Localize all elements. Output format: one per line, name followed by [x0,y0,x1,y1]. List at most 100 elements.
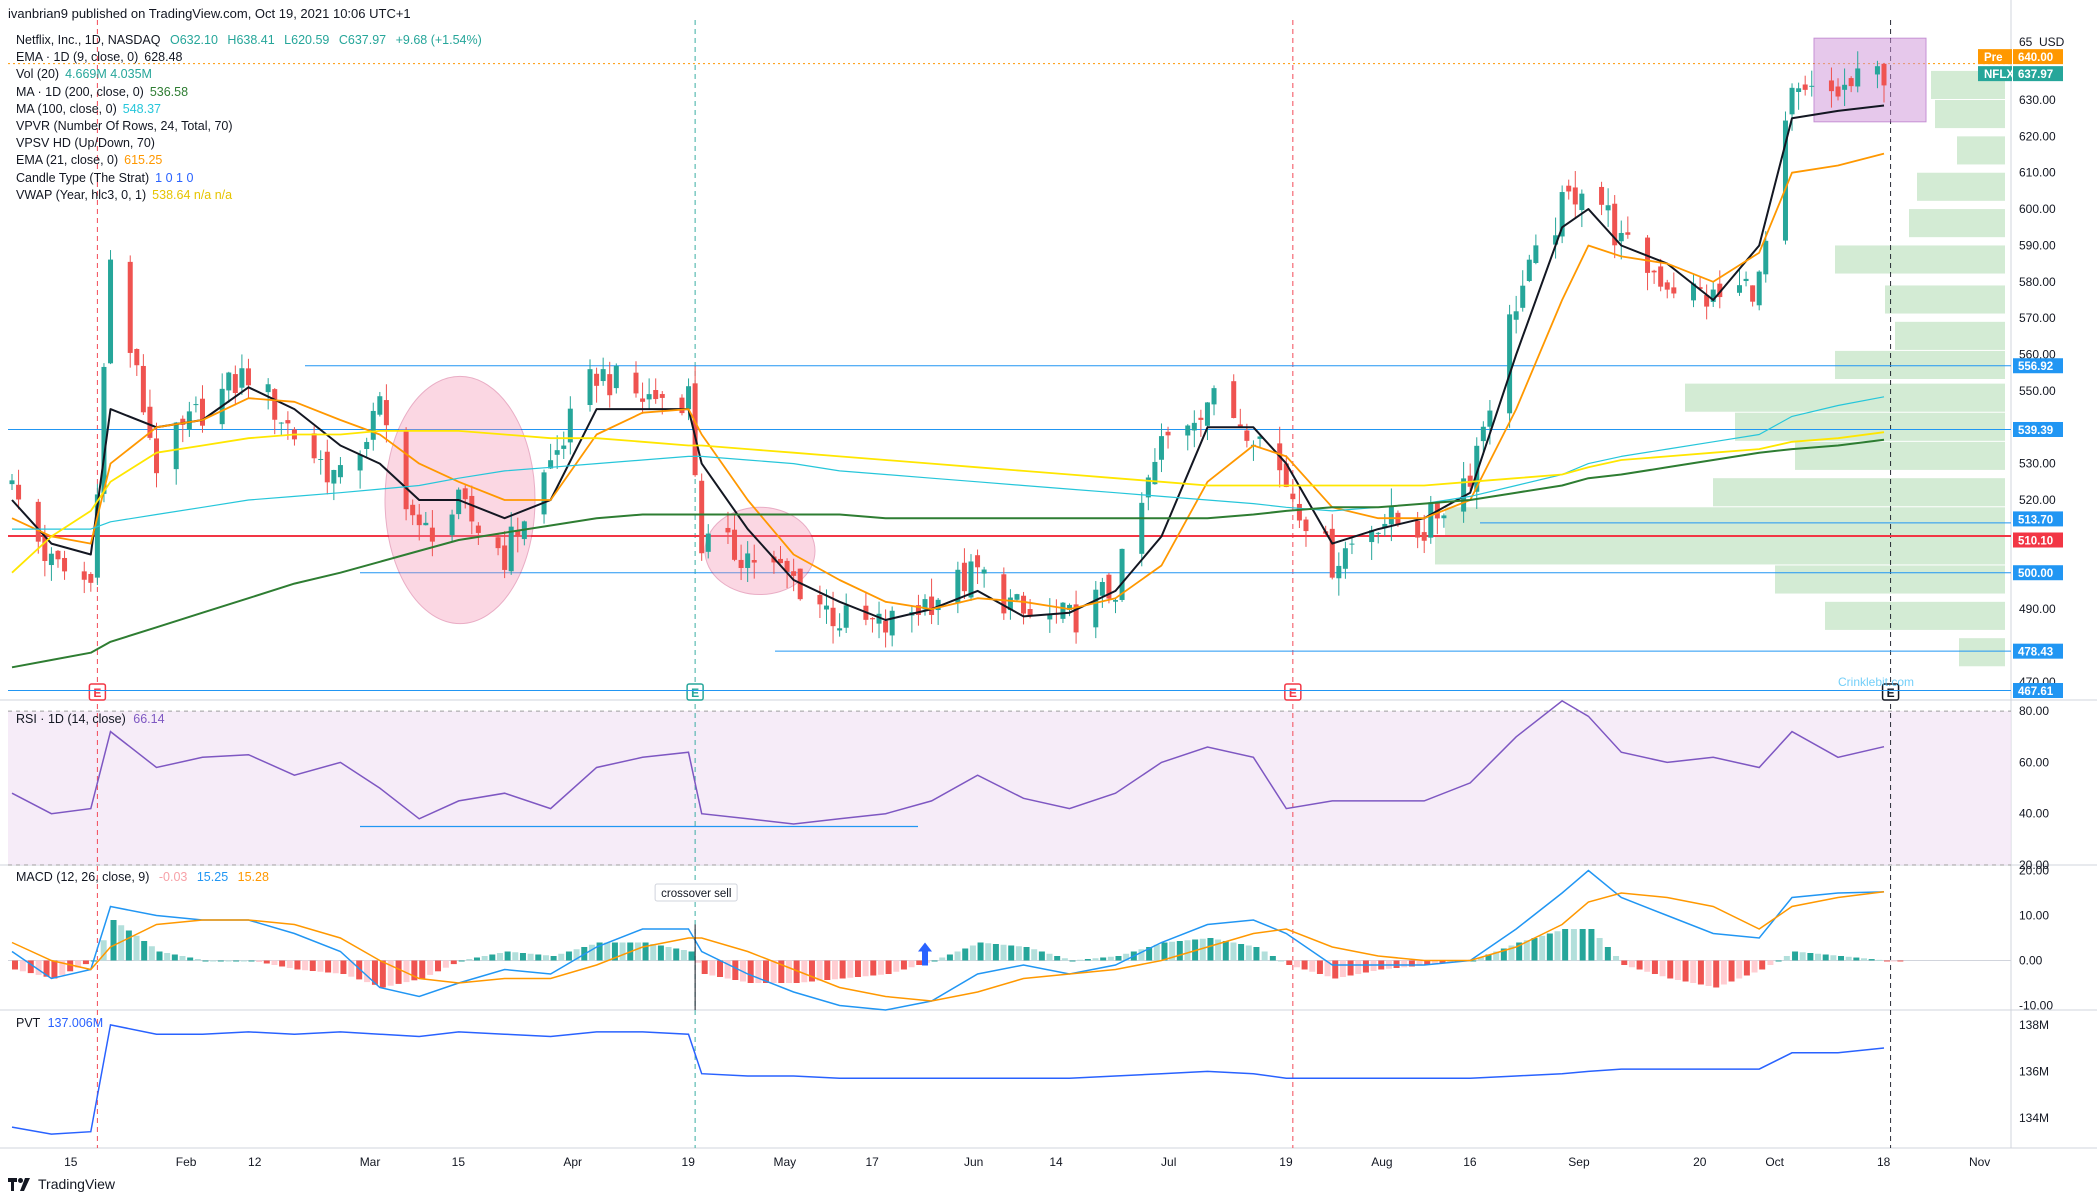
macd-histogram-bar [1153,944,1160,961]
macd-histogram-bar [100,940,107,961]
macd-histogram-bar [348,960,355,977]
earnings-marker-label: E [93,686,101,700]
tradingview-footer[interactable]: TradingView [8,1176,115,1192]
candle-body [1099,581,1105,596]
macd-histogram-bar [194,959,201,961]
macd-histogram-bar [939,957,946,961]
indicator-legend-row[interactable]: EMA (21, close, 0) 615.25 [16,152,482,169]
candle-body [1388,505,1394,525]
indicator-legend-row[interactable]: MA · 1D (200, close, 0) 536.58 [16,84,482,101]
x-tick-label: Nov [1969,1155,1990,1169]
macd-histogram-bar [1293,960,1300,968]
candle-body [679,397,685,414]
candle-body [745,553,751,568]
candle-body [9,480,15,485]
macd-histogram-bar [992,944,999,961]
macd-histogram-bar [263,960,270,964]
candle-body [429,527,435,542]
macd-histogram-bar [411,960,418,981]
price-tag-value: 513.70 [2018,514,2053,526]
macd-histogram-bar [642,942,649,961]
macd-histogram-bar [701,960,708,974]
macd-histogram-bar [1100,957,1107,961]
candle-body [1704,294,1710,307]
candle-body [981,569,987,574]
macd-histogram-bar [1477,957,1484,961]
indicator-legend-row[interactable]: Vol (20) 4.669M 4.035M [16,66,482,83]
volume-profile-bar [1435,536,2005,565]
macd-histogram-bar [302,960,309,971]
candle-body [1093,589,1099,628]
macd-histogram-bar [1743,960,1750,976]
candle-body [784,560,790,572]
indicator-legend-row[interactable]: VWAP (Year, hlc3, 0, 1) 538.64 n/a n/a [16,187,482,204]
macd-histogram-bar [1000,944,1007,961]
macd-histogram-bar [504,951,511,961]
indicator-legend-row[interactable]: MA (100, close, 0) 548.37 [16,101,482,118]
candle-body [1375,532,1381,534]
indicator-legend-row[interactable]: VPSV HD (Up/Down, 70) [16,135,482,152]
candle-body [1303,519,1309,532]
macd-histogram-bar [1500,948,1507,961]
indicator-legend-row[interactable]: VPVR (Number Of Rows, 24, Total, 70) [16,118,482,135]
macd-histogram-bar [1347,960,1354,976]
tradingview-logo-icon [8,1177,32,1191]
candle-body [147,406,153,438]
macd-histogram-bar [271,960,278,965]
candle-body [975,555,981,568]
volume-profile-bar [1835,350,2005,379]
rsi-legend[interactable]: RSI · 1D (14, close) 66.14 [16,712,165,726]
y-tick-label: 520.00 [2019,493,2056,507]
macd-histogram-bar [1604,947,1611,961]
macd-histogram-bar [248,960,255,962]
price-tag-value: 467.61 [2018,686,2054,698]
indicator-legend-row[interactable]: Candle Type (The Strat) 1 0 1 0 [16,170,482,187]
volume-profile-bar [1959,638,2005,667]
macd-histogram-bar [611,942,618,961]
indicator-value: 538.64 n/a n/a [152,187,233,202]
macd-histogram-bar [1884,960,1890,962]
candle-body [48,553,54,566]
macd-histogram-bar [1046,953,1053,961]
macd-histogram-bar [473,957,480,961]
macd-histogram-bar [824,960,831,980]
macd-histogram-bar [1332,960,1339,979]
candle-body [1139,502,1145,554]
indicator-legend-row[interactable]: EMA · 1D (9, close, 0) 628.48 [16,49,482,66]
macd-histogram-bar [27,960,34,974]
open-value: O632.10 [169,33,218,47]
candle-body [88,573,94,583]
price-tag-prefix [1978,49,2012,65]
macd-histogram-bar [908,960,915,968]
candle-body [495,537,501,549]
symbol-line[interactable]: Netflix, Inc., 1D, NASDAQ O632.10 H638.4… [16,32,482,49]
candle-body [659,394,665,398]
macd-histogram-bar [1324,960,1331,977]
macd-histogram-bar [946,954,953,961]
candle-body [600,369,606,382]
rsi-y-label: 80.00 [2019,704,2049,718]
volume-profile-bar [1735,412,2005,441]
indicator-list: EMA · 1D (9, close, 0) 628.48 Vol (20) 4.66… [16,49,482,204]
macd-histogram-bar [1792,951,1799,961]
macd-histogram-bar [1107,956,1114,961]
macd-histogram-bar [1215,939,1222,961]
candle-body [311,433,317,459]
macd-legend[interactable]: MACD (12, 26, close, 9) -0.03 15.25 15.2… [16,870,269,884]
macd-histogram-bar [442,960,449,968]
candle-body [245,368,251,386]
volume-profile-bar [1885,285,2005,314]
x-tick-label: 15 [452,1155,466,1169]
macd-histogram-bar [1897,960,1904,962]
y-tick-label: 530.00 [2019,457,2056,471]
price-tag-value: 510.10 [2018,536,2053,548]
candle-body [1257,436,1263,439]
pvt-legend[interactable]: PVT 137.006M [16,1016,103,1030]
macd-histogram-bar [717,960,724,977]
macd-histogram-bar [1286,960,1293,965]
macd-histogram-bar [379,960,386,988]
candle-body [1145,477,1151,498]
candle-body [502,545,508,570]
macd-histogram-bar [1890,960,1897,962]
